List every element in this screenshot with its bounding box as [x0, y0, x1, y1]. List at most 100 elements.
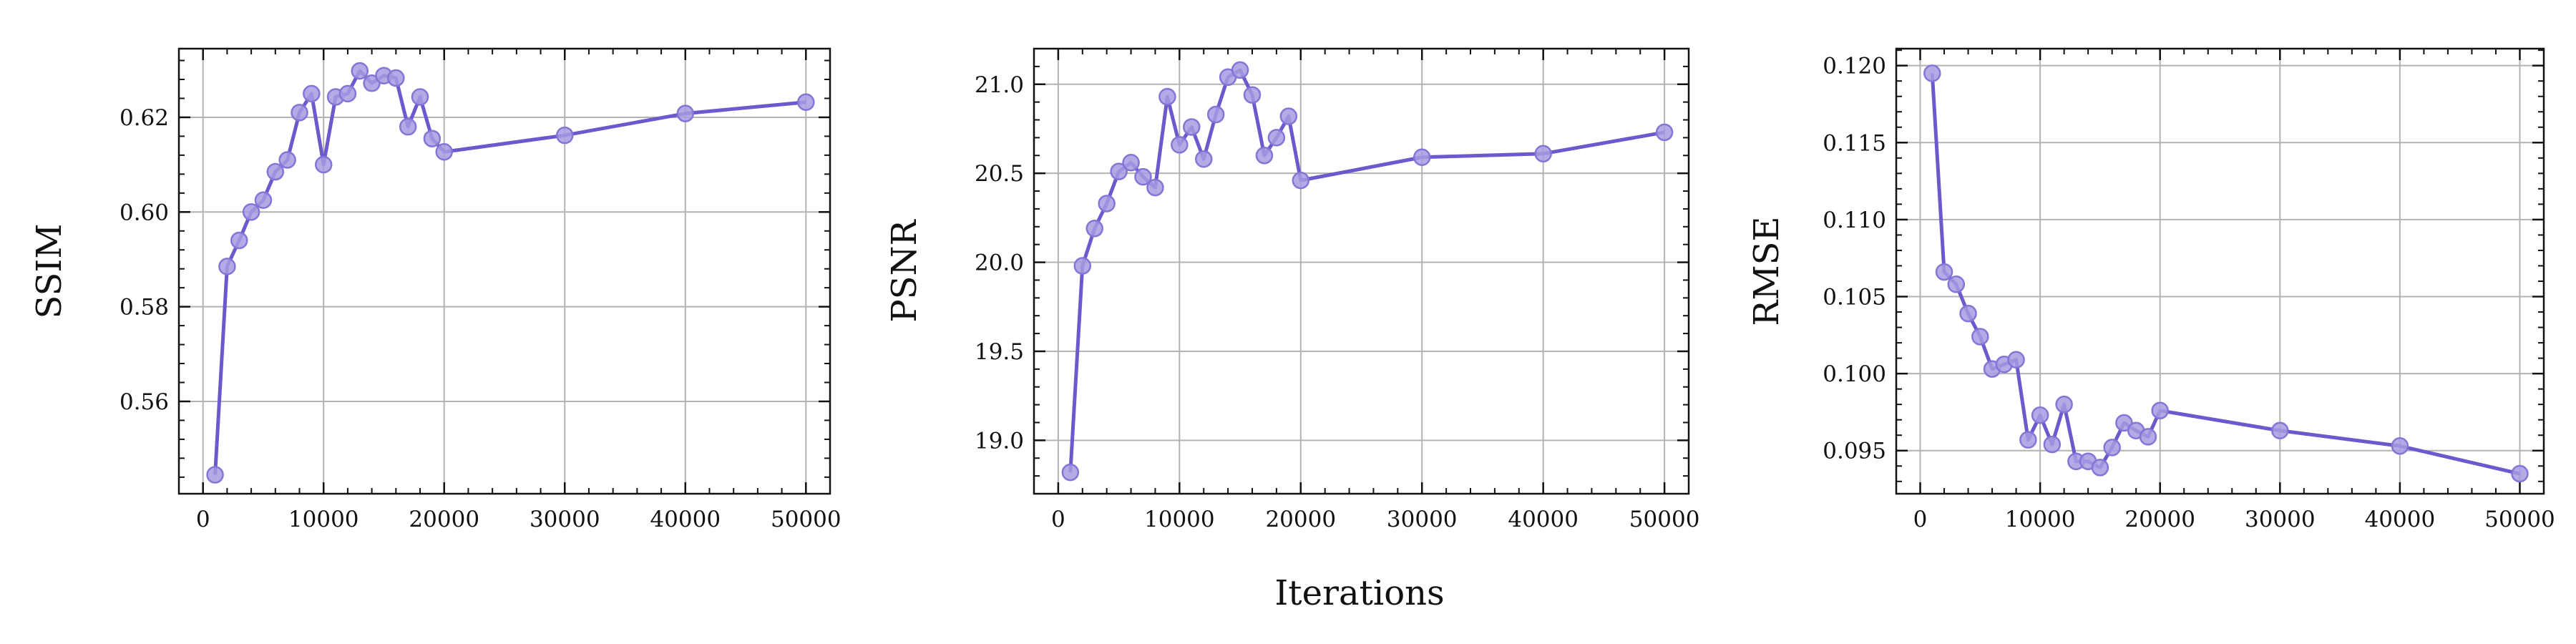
y-tick-label: 0.105: [1823, 285, 1886, 311]
data-point: [2007, 351, 2025, 369]
x-tick-label: 50000: [1629, 507, 1700, 532]
data-point: [351, 62, 369, 80]
data-point: [1122, 153, 1140, 172]
data-point: [2031, 406, 2049, 424]
x-tick-label: 40000: [650, 507, 721, 532]
data-point: [411, 88, 429, 106]
panels: 0 10000 20000 30000 40000 50000 0.56 0.58 0.60 0.…: [29, 47, 2555, 532]
x-tick-label: 10000: [1144, 507, 1215, 532]
x-tick-label: 0: [1913, 507, 1928, 532]
data-point: [1255, 147, 1274, 165]
y-tick-label: 20.0: [975, 250, 1024, 276]
x-axis-label: Iterations: [1274, 573, 1444, 613]
data-point: [1206, 105, 1225, 124]
data-point: [230, 231, 248, 250]
data-point: [2391, 437, 2409, 455]
data-point: [1243, 86, 1262, 104]
x-tick-label: 0: [1051, 507, 1065, 532]
axes-frame: [1033, 47, 1690, 495]
data-point: [676, 104, 695, 122]
data-point: [2271, 421, 2289, 440]
data-point: [435, 143, 453, 161]
x-tick-label: 20000: [1265, 507, 1336, 532]
y-tick-label: 19.0: [975, 428, 1024, 454]
data-point: [1655, 123, 1674, 142]
chart-panel-1: 0 10000 20000 30000 40000 50000 0.56 0.58 0.60 0.…: [29, 47, 841, 532]
data-point: [1110, 162, 1128, 180]
data-point: [314, 155, 333, 174]
y-tick-label: 0.120: [1823, 54, 1886, 79]
data-point: [1134, 167, 1152, 186]
x-tick-label: 20000: [409, 507, 479, 532]
data-point: [2043, 435, 2062, 454]
x-tick-label: 50000: [771, 507, 841, 532]
axes-frame: [177, 47, 831, 495]
data-point: [1073, 257, 1092, 275]
x-tick-label: 40000: [2365, 507, 2436, 532]
data-point: [1146, 178, 1164, 197]
data-point: [2151, 401, 2169, 420]
data-point: [1085, 220, 1103, 238]
data-point: [1158, 87, 1176, 106]
data-point: [2139, 428, 2157, 446]
data-point: [254, 191, 273, 209]
x-tick-label: 10000: [288, 507, 359, 532]
y-axis-label: PSNR: [884, 218, 924, 322]
data-point: [1279, 107, 1298, 125]
y-axis-label: RMSE: [1747, 216, 1787, 326]
x-tick-label: 30000: [530, 507, 600, 532]
data-point: [2055, 395, 2073, 414]
data-point: [218, 258, 236, 275]
data-point: [556, 126, 574, 145]
x-tick-label: 20000: [2124, 507, 2195, 532]
data-point: [2019, 431, 2037, 449]
chart-panel-3: 0 10000 20000 30000 40000 50000 0.095 0.100 0.10…: [1747, 47, 2555, 532]
data-point: [423, 130, 441, 147]
data-point: [338, 84, 357, 103]
x-tick-label: 50000: [2484, 507, 2555, 532]
y-tick-label: 20.5: [975, 161, 1024, 187]
axes-frame: [1895, 47, 2545, 495]
y-tick-label: 0.110: [1823, 208, 1886, 233]
data-point: [1061, 463, 1080, 482]
data-point: [1971, 328, 1989, 346]
data-point: [387, 69, 405, 87]
y-axis-label: SSIM: [29, 223, 69, 318]
y-tick-label: 0.56: [119, 389, 169, 415]
data-point: [1098, 195, 1116, 213]
data-point: [206, 466, 224, 484]
y-tick-label: 0.100: [1823, 361, 1886, 387]
x-tick-label: 10000: [2005, 507, 2076, 532]
data-point: [2091, 459, 2109, 477]
data-point: [1194, 150, 1213, 168]
data-point: [2511, 464, 2529, 483]
data-point: [1413, 148, 1431, 167]
data-point: [1923, 64, 1941, 82]
data-point: [2103, 439, 2121, 457]
data-point: [303, 84, 321, 103]
data-point: [1267, 129, 1286, 147]
y-tick-label: 0.62: [119, 105, 169, 131]
data-point: [291, 104, 308, 122]
data-point: [797, 93, 815, 112]
x-tick-label: 0: [196, 507, 210, 532]
data-point: [1292, 171, 1310, 190]
data-point: [242, 203, 260, 221]
x-tick-label: 30000: [1387, 507, 1458, 532]
data-point: [1947, 275, 1966, 293]
data-point: [399, 117, 417, 136]
x-tick-label: 30000: [2245, 507, 2316, 532]
y-tick-label: 0.58: [119, 295, 169, 321]
data-point: [1534, 145, 1552, 163]
y-tick-label: 21.0: [975, 72, 1024, 98]
data-point: [1183, 118, 1201, 136]
y-tick-label: 0.60: [119, 200, 169, 225]
data-point: [1935, 263, 1953, 281]
x-tick-label: 40000: [1508, 507, 1579, 532]
y-tick-label: 0.095: [1823, 439, 1886, 464]
data-point: [1231, 61, 1249, 79]
chart-panel-2: 0 10000 20000 30000 40000 50000 19.0 19.5 20.0 20…: [884, 47, 1700, 532]
data-point: [278, 151, 296, 169]
y-tick-label: 19.5: [975, 339, 1024, 365]
